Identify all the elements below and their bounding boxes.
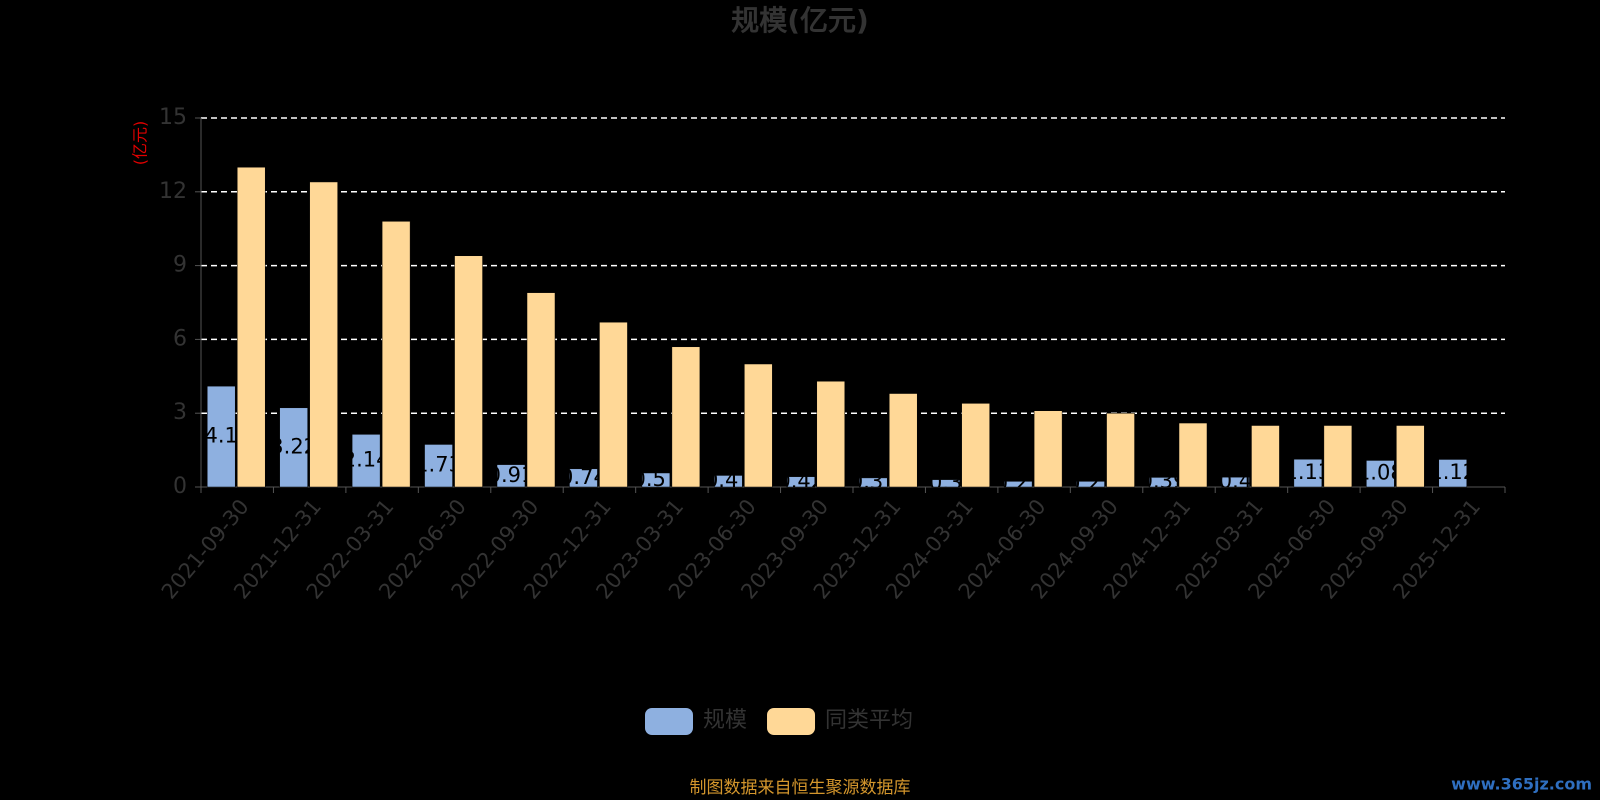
data-label: 2.14 <box>343 448 390 472</box>
bar <box>1003 481 1033 488</box>
bar <box>1396 425 1425 488</box>
data-label: 0.23 <box>1067 471 1114 495</box>
legend-swatch <box>767 708 816 735</box>
y-tick-label: 9 <box>173 253 187 278</box>
data-label: 0.57 <box>633 467 680 491</box>
legend-label: 同类平均 <box>825 708 913 733</box>
bar <box>1221 476 1250 488</box>
bar <box>454 255 483 488</box>
y-axis-label: (亿元) <box>131 121 150 166</box>
bar <box>671 346 701 488</box>
legend-label: 规模 <box>703 708 747 733</box>
data-label: 0.4 <box>1219 469 1252 493</box>
bar <box>714 475 743 488</box>
bar <box>858 477 888 488</box>
data-label: 4.1 <box>205 424 238 448</box>
watermark: www.365jz.com <box>1451 775 1592 794</box>
bar <box>786 476 816 488</box>
bar <box>309 181 338 488</box>
data-label: 0.39 <box>1140 469 1187 493</box>
bar <box>744 363 773 488</box>
bar <box>641 472 671 488</box>
bar <box>1148 477 1178 488</box>
legend-swatch <box>645 708 693 735</box>
bar <box>279 407 308 488</box>
data-label: 3.22 <box>270 434 317 458</box>
bar <box>816 380 846 488</box>
y-tick-label: 6 <box>173 326 187 351</box>
data-label: 0.37 <box>850 469 897 493</box>
y-tick-label: 15 <box>159 105 187 130</box>
bar <box>569 468 598 488</box>
data-label: 1.73 <box>415 453 462 477</box>
data-label: 0.23 <box>995 471 1042 495</box>
data-label: 0.3 <box>929 470 962 494</box>
bar <box>1251 425 1280 488</box>
bar <box>1076 481 1105 488</box>
data-label: 0.47 <box>705 468 752 492</box>
bar <box>1033 410 1063 488</box>
data-label: 1.13 <box>1285 460 1332 484</box>
bar <box>1106 412 1135 488</box>
bar <box>599 321 628 488</box>
y-tick-label: 3 <box>173 400 187 425</box>
data-label: 0.42 <box>777 469 824 493</box>
bar <box>1178 422 1208 488</box>
y-tick-label: 0 <box>173 474 187 499</box>
bar <box>961 403 990 488</box>
bar <box>381 221 411 488</box>
bar <box>496 464 526 488</box>
bar <box>424 444 453 488</box>
y-tick-label: 12 <box>159 179 187 204</box>
source-note: 制图数据来自恒生聚源数据库 <box>690 778 911 798</box>
bar <box>888 393 918 488</box>
bar <box>1293 458 1323 488</box>
bar <box>351 434 381 488</box>
bar <box>1366 460 1395 488</box>
data-label: 1.08 <box>1357 461 1404 485</box>
chart-title: 规模(亿元) <box>731 4 869 37</box>
bar <box>236 166 266 488</box>
bar <box>1438 459 1468 488</box>
bar <box>931 479 960 488</box>
data-label: 0.74 <box>560 465 607 489</box>
bar <box>526 292 556 488</box>
bar <box>206 385 236 488</box>
data-label: 1.12 <box>1429 460 1476 484</box>
data-label: 0.91 <box>488 463 535 487</box>
bar <box>1323 425 1353 488</box>
